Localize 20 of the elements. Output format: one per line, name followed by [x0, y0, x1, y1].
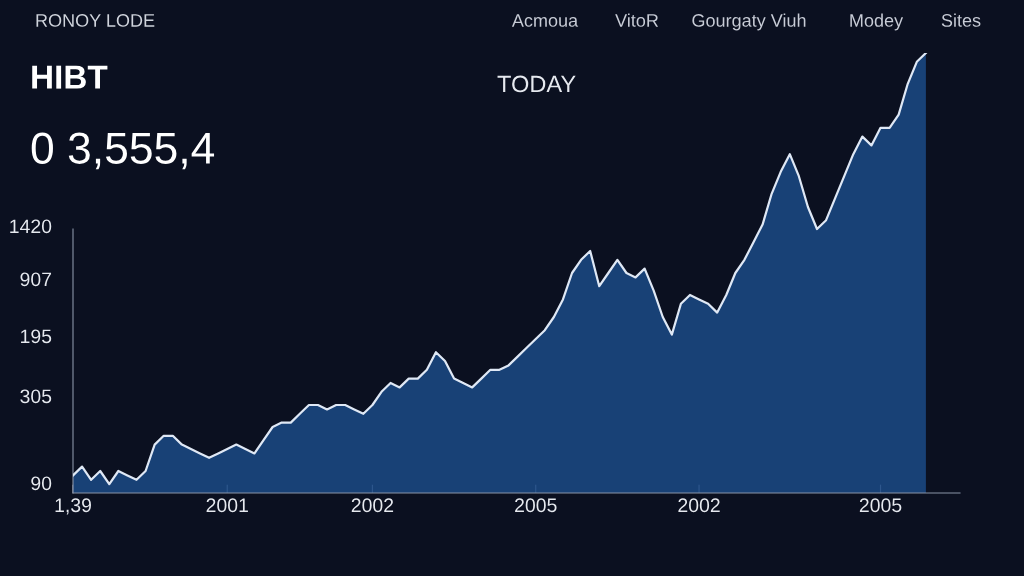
text: 90	[31, 476, 52, 491]
text: Sites	[941, 13, 981, 27]
x-tick-label: 1,39	[55, 498, 91, 515]
text: RONOY LODE	[36, 14, 155, 27]
text: 305	[20, 389, 52, 404]
text: Modey	[850, 13, 904, 31]
x-tick-label: 2005	[859, 498, 902, 513]
text: Acmoua	[511, 14, 579, 27]
annotation: TODAY	[497, 75, 576, 93]
x-tick-label: 2002	[678, 498, 720, 513]
text: Gourgaty Viuh	[692, 13, 806, 31]
text: 907	[20, 272, 52, 287]
x-tick-label: 2001	[206, 498, 248, 513]
x-tick-label: 2005	[515, 498, 557, 513]
chart-title: HIBT	[32, 65, 108, 89]
text: 1420	[10, 219, 52, 234]
text: VitoR	[615, 13, 659, 27]
x-tick-label: 2002	[351, 498, 394, 513]
text: 195	[21, 329, 52, 344]
annotation: 0 3,555,4	[31, 132, 215, 170]
